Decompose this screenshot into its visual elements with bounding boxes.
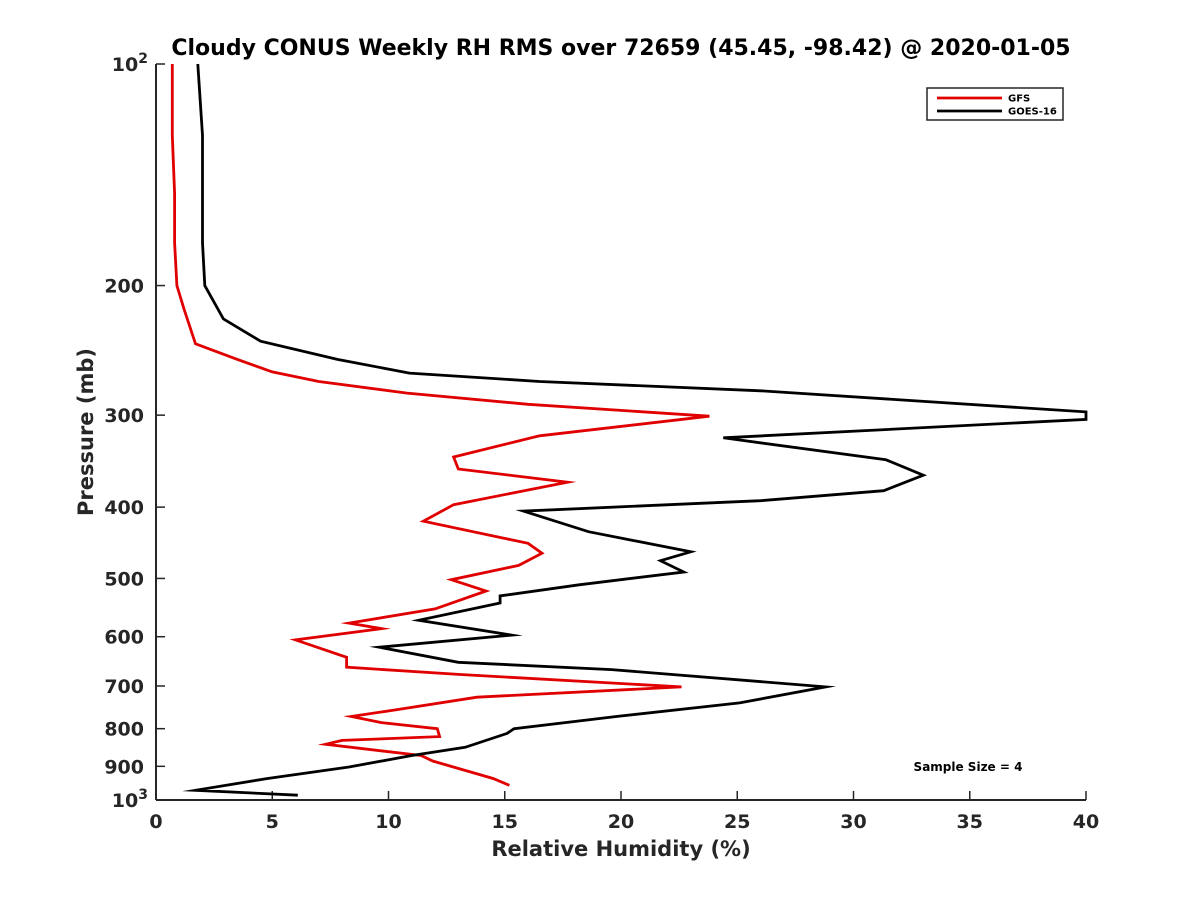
y-tick-label: 400 xyxy=(104,497,144,519)
x-tick-label: 25 xyxy=(724,811,750,833)
y-tick-label: 300 xyxy=(104,405,144,427)
y-tick-label: 200 xyxy=(104,276,144,298)
plot-area xyxy=(155,64,1086,801)
x-tick-label: 30 xyxy=(840,811,866,833)
x-axis-label: Relative Humidity (%) xyxy=(491,837,750,861)
legend-label: GOES-16 xyxy=(1008,107,1057,118)
chart-title: Cloudy CONUS Weekly RH RMS over 72659 (4… xyxy=(171,36,1070,61)
y-tick-label: 500 xyxy=(104,568,144,590)
y-tick-label: 600 xyxy=(104,627,144,649)
y-tick-label: 103 xyxy=(112,787,148,812)
y-tick-label: 800 xyxy=(104,719,144,741)
x-tick-label: 5 xyxy=(266,811,279,833)
y-tick-exponent: 3 xyxy=(138,787,148,803)
x-tick-label: 0 xyxy=(149,811,162,833)
series-layer xyxy=(170,63,1088,797)
sample-size-annotation: Sample Size = 4 xyxy=(914,760,1023,774)
y-tick-label: 700 xyxy=(104,676,144,698)
x-tick-label: 10 xyxy=(375,811,401,833)
x-tick-label: 20 xyxy=(608,811,634,833)
plot-background xyxy=(156,64,1086,800)
series-line-goes-16 xyxy=(182,63,1088,797)
legend: GFS GOES-16 xyxy=(926,87,1064,121)
series-line-gfs xyxy=(170,64,710,787)
x-tick-label: 35 xyxy=(957,811,983,833)
legend-box xyxy=(926,87,1064,121)
x-ticks: 0 5 10 15 20 25 30 35 40 xyxy=(149,791,1099,833)
y-tick-label: 900 xyxy=(104,756,144,778)
y-tick-label: 102 xyxy=(112,51,148,76)
y-tick-base: 10 xyxy=(112,54,138,76)
x-tick-label: 40 xyxy=(1073,811,1099,833)
y-tick-base: 10 xyxy=(112,790,138,812)
y-tick-exponent: 2 xyxy=(138,51,148,67)
x-tick-label: 15 xyxy=(492,811,518,833)
legend-label: GFS xyxy=(1008,94,1030,105)
y-axis-label: Pressure (mb) xyxy=(74,348,98,516)
